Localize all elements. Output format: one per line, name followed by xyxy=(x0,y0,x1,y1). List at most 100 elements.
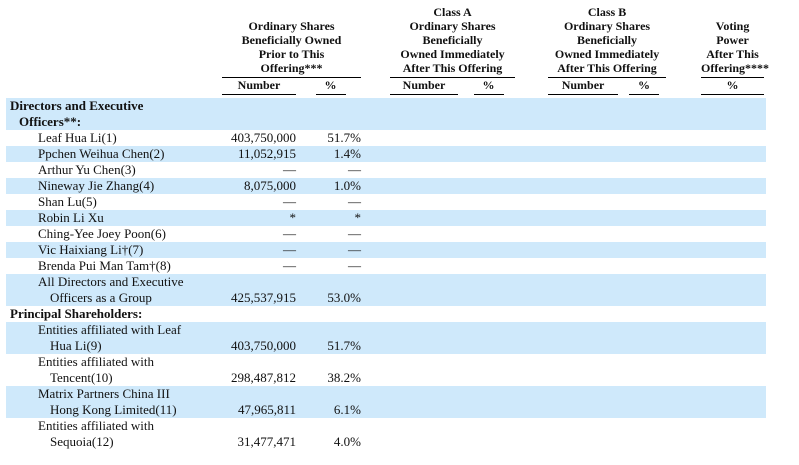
prior-pct-cell: 38.2% xyxy=(327,370,362,385)
class-a-number-cell xyxy=(388,242,461,258)
class-b-number-cell xyxy=(546,386,621,418)
prior-number-cell xyxy=(220,306,298,322)
class-b-number-cell xyxy=(546,322,621,354)
table-row: Entities affiliated with Leaf Hua Li(9) … xyxy=(6,322,767,354)
group-header-class-b-title: Class B Ordinary Shares Beneficially Own… xyxy=(548,5,667,78)
class-a-pct-cell xyxy=(460,306,517,322)
class-b-pct-cell xyxy=(620,242,669,258)
prior-pct-header-label: % xyxy=(315,78,346,95)
class-b-number-cell xyxy=(546,242,621,258)
spacer-cell xyxy=(363,146,389,162)
group-header-class-b: Class B Ordinary Shares Beneficially Own… xyxy=(546,5,668,78)
table-row: All Directors and Executive Officers as … xyxy=(6,274,767,306)
group-header-prior-offering-title: Ordinary Shares Beneficially Owned Prior… xyxy=(222,19,362,78)
class-b-pct-cell xyxy=(620,258,668,274)
prior-pct-cell: 1.4% xyxy=(298,146,364,162)
class-a-number-cell xyxy=(388,306,460,322)
class-a-pct-cell xyxy=(460,178,518,194)
spacer-cell xyxy=(668,210,700,226)
class-a-number-header-label: Number xyxy=(390,78,459,95)
prior-number-cell: — xyxy=(283,162,296,177)
class-b-pct-cell xyxy=(620,306,668,322)
spacer-cell xyxy=(363,306,388,322)
table-row: Arthur Yu Chen(3) — — xyxy=(6,162,766,178)
voting-pct-cell xyxy=(699,322,767,354)
class-b-pct-cell xyxy=(620,146,669,162)
spacer-cell xyxy=(517,162,546,178)
column-spacer xyxy=(668,5,699,78)
voting-pct-cell xyxy=(699,386,767,418)
prior-pct-cell xyxy=(298,306,363,322)
column-spacer xyxy=(668,78,699,98)
spacer-cell xyxy=(517,146,547,162)
class-b-pct-cell xyxy=(620,274,669,306)
table-row: Brenda Pui Man Tam†(8) — — xyxy=(6,258,766,274)
column-spacer xyxy=(363,5,388,78)
shareholder-name-cell: Brenda Pui Man Tam†(8) xyxy=(38,258,171,273)
class-b-number-cell xyxy=(546,210,621,226)
class-b-pct-header: % xyxy=(620,78,668,98)
class-a-pct-cell xyxy=(460,258,517,274)
group-header-voting-power: Voting Power After This Offering**** xyxy=(699,5,769,78)
spacer-cell xyxy=(668,98,700,130)
class-b-number-cell xyxy=(546,130,620,146)
prior-pct-cell: 6.1% xyxy=(298,386,364,418)
prior-number-header-label: Number xyxy=(222,78,296,95)
class-a-number-cell xyxy=(388,258,460,274)
prior-pct-cell: — xyxy=(348,258,362,273)
spacer-cell xyxy=(363,194,388,210)
group-header-prior-offering: Ordinary Shares Beneficially Owned Prior… xyxy=(220,5,363,78)
shareholder-name-cell: Nineway Jie Zhang(4) xyxy=(6,178,220,194)
table-row: Entities affiliated with Sequoia(12) 31,… xyxy=(6,418,766,450)
class-b-number-cell xyxy=(546,258,620,274)
class-b-pct-header-label: % xyxy=(629,78,660,95)
class-a-number-cell xyxy=(388,418,460,450)
class-a-pct-cell xyxy=(460,146,518,162)
shareholder-name-cell: All Directors and Executive Officers as … xyxy=(6,274,220,306)
beneficial-ownership-page: Ordinary Shares Beneficially Owned Prior… xyxy=(0,5,799,465)
prior-number-cell: * xyxy=(220,210,298,226)
class-a-number-cell xyxy=(388,354,460,386)
table-row: Vic Haixiang Li†(7) — — xyxy=(6,242,767,258)
spacer-cell xyxy=(668,322,700,354)
class-b-number-cell xyxy=(546,98,621,130)
class-b-pct-cell xyxy=(620,162,668,178)
class-a-number-cell xyxy=(388,178,461,194)
spacer-cell xyxy=(517,274,547,306)
spacer-cell xyxy=(363,258,388,274)
prior-number-cell: 31,477,471 xyxy=(237,434,297,449)
spacer-cell xyxy=(668,242,700,258)
class-a-number-cell xyxy=(388,322,461,354)
prior-number-cell: 8,075,000 xyxy=(220,178,298,194)
spacer-cell xyxy=(363,386,389,418)
spacer-cell xyxy=(517,98,547,130)
prior-number-cell: 47,965,811 xyxy=(220,386,298,418)
class-a-pct-cell xyxy=(460,194,517,210)
class-b-pct-cell xyxy=(620,322,669,354)
voting-pct-cell xyxy=(699,210,767,226)
prior-number-cell xyxy=(220,98,298,130)
spacer-cell xyxy=(363,162,388,178)
voting-pct-cell xyxy=(699,178,767,194)
spacer-cell xyxy=(363,242,389,258)
prior-pct-cell xyxy=(298,98,364,130)
class-b-number-cell xyxy=(546,418,620,450)
prior-pct-cell: * xyxy=(298,210,364,226)
class-b-number-cell xyxy=(546,178,621,194)
column-spacer xyxy=(517,5,546,78)
table-row: Entities affiliated with Tencent(10) 298… xyxy=(6,354,766,386)
spacer-cell xyxy=(668,258,699,274)
table-row: Matrix Partners China III Hong Kong Limi… xyxy=(6,386,767,418)
spacer-cell xyxy=(517,226,546,242)
spacer-cell xyxy=(517,306,546,322)
group-header-voting-power-title: Voting Power After This Offering**** xyxy=(701,19,769,78)
spacer-cell xyxy=(363,210,389,226)
class-b-number-cell xyxy=(546,354,620,386)
voting-pct-cell xyxy=(699,274,767,306)
shareholder-name-cell: Entities affiliated with Sequoia(12) xyxy=(38,418,155,449)
spacer-cell xyxy=(517,354,546,386)
spacer-cell xyxy=(668,178,700,194)
spacer-cell xyxy=(363,98,389,130)
class-b-number-cell xyxy=(546,146,621,162)
prior-pct-cell: 51.7% xyxy=(327,130,362,145)
